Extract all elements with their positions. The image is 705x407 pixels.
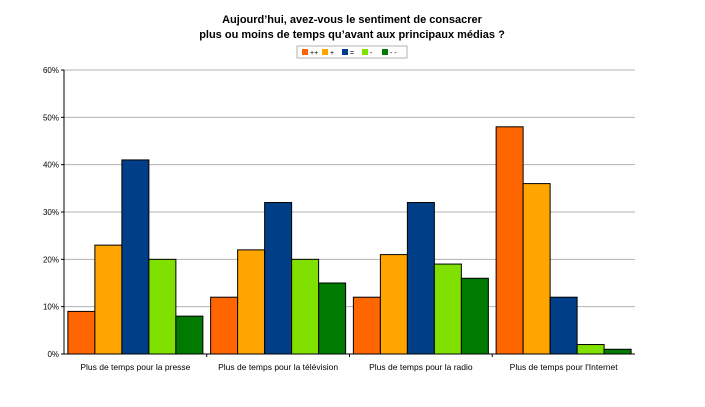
legend-label: =	[350, 50, 354, 57]
legend-label: +	[330, 50, 334, 57]
x-category-label: Plus de temps pour la télévision	[218, 362, 338, 372]
legend: ++ + = - - -	[296, 45, 408, 59]
y-tick-label: 50%	[43, 113, 59, 122]
legend-swatch	[302, 49, 308, 55]
bar	[121, 159, 150, 355]
bar	[67, 310, 96, 355]
legend-swatch	[342, 49, 348, 55]
bar	[460, 277, 489, 355]
y-tick-label: 0%	[47, 350, 59, 359]
legend-swatch	[362, 49, 368, 55]
bar	[433, 263, 462, 355]
x-axis: Plus de temps pour la presse Plus de temp…	[80, 354, 618, 372]
y-axis: 0% 10% 20% 30% 40% 50% 60%	[43, 66, 65, 359]
bar	[352, 296, 381, 355]
bar	[291, 258, 320, 355]
bar	[495, 126, 524, 355]
legend-label: - -	[390, 50, 397, 57]
y-tick-label: 30%	[43, 208, 59, 217]
x-category-label: Plus de temps pour la radio	[369, 362, 473, 372]
bar	[175, 315, 204, 355]
x-category-label: Plus de temps pour la presse	[80, 362, 190, 372]
y-tick-label: 20%	[43, 255, 59, 264]
y-tick-label: 40%	[43, 161, 59, 170]
bar	[148, 258, 177, 355]
bars	[67, 126, 632, 355]
legend-label: -	[370, 50, 373, 57]
chart-title-line2: plus ou moins de temps qu’avant aux prin…	[199, 29, 505, 41]
bar	[549, 296, 578, 355]
bar	[603, 348, 632, 355]
bar	[94, 244, 123, 355]
chart-title-line1: Aujourd’hui, avez-vous le sentiment de c…	[222, 14, 483, 26]
bar	[210, 296, 239, 355]
x-category-label: Plus de temps pour l'Internet	[510, 362, 619, 372]
bar	[379, 254, 408, 355]
legend-swatch	[382, 49, 388, 55]
bar	[264, 202, 293, 355]
bar	[406, 202, 435, 355]
bar	[576, 344, 605, 355]
bar	[522, 183, 551, 355]
y-tick-label: 10%	[43, 303, 59, 312]
legend-label: ++	[310, 50, 318, 57]
bar	[237, 249, 266, 355]
bar	[318, 282, 347, 355]
legend-swatch	[322, 49, 328, 55]
y-tick-label: 60%	[43, 66, 59, 75]
